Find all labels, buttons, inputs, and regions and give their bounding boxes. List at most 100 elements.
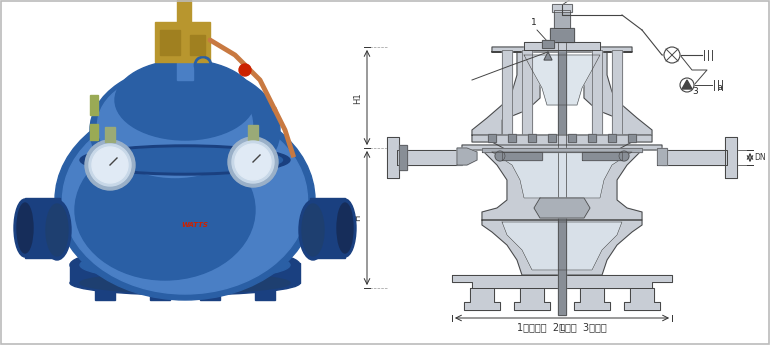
Polygon shape xyxy=(524,55,600,105)
Circle shape xyxy=(619,151,629,161)
Polygon shape xyxy=(399,145,407,170)
Circle shape xyxy=(495,151,505,161)
Polygon shape xyxy=(582,152,622,160)
Bar xyxy=(552,4,572,12)
Bar xyxy=(554,10,570,28)
Bar xyxy=(552,4,572,12)
Polygon shape xyxy=(657,148,667,165)
Polygon shape xyxy=(457,148,477,165)
Bar xyxy=(508,134,516,142)
Bar xyxy=(592,50,602,135)
Bar xyxy=(25,198,60,258)
Polygon shape xyxy=(682,80,692,89)
Circle shape xyxy=(232,141,274,183)
Bar xyxy=(177,0,191,22)
Bar xyxy=(90,124,98,140)
Ellipse shape xyxy=(88,148,283,172)
Bar xyxy=(488,134,496,142)
Bar xyxy=(310,198,345,258)
Bar xyxy=(488,134,496,142)
Ellipse shape xyxy=(46,204,68,256)
Ellipse shape xyxy=(299,200,327,260)
Ellipse shape xyxy=(337,203,353,253)
Bar xyxy=(190,35,205,55)
Bar xyxy=(592,50,602,135)
Text: DN: DN xyxy=(754,154,765,162)
Circle shape xyxy=(92,147,128,183)
Bar xyxy=(255,280,275,300)
Bar xyxy=(528,134,536,142)
Bar xyxy=(502,50,512,135)
Bar xyxy=(522,50,532,135)
Bar xyxy=(628,134,636,142)
Bar xyxy=(548,134,556,142)
Ellipse shape xyxy=(80,250,290,280)
Bar xyxy=(548,134,556,142)
Bar xyxy=(105,127,115,142)
Bar xyxy=(375,3,767,342)
Circle shape xyxy=(680,78,694,92)
Ellipse shape xyxy=(17,203,33,253)
Bar xyxy=(542,40,554,48)
Bar xyxy=(612,50,622,135)
Text: H1: H1 xyxy=(353,92,362,104)
Bar xyxy=(177,60,193,80)
Polygon shape xyxy=(725,137,737,178)
Bar xyxy=(568,134,576,142)
Bar xyxy=(248,125,258,140)
Text: 1: 1 xyxy=(531,18,537,27)
Circle shape xyxy=(235,144,271,180)
Bar xyxy=(588,134,596,142)
Ellipse shape xyxy=(80,145,290,175)
Bar xyxy=(150,280,170,300)
Polygon shape xyxy=(574,288,610,310)
Polygon shape xyxy=(502,152,542,160)
Text: a: a xyxy=(717,82,721,91)
Bar xyxy=(628,134,636,142)
Text: WATTS: WATTS xyxy=(182,222,209,228)
Circle shape xyxy=(239,64,251,76)
Text: 3: 3 xyxy=(692,88,698,97)
Bar xyxy=(528,134,536,142)
Bar xyxy=(558,5,566,315)
Bar xyxy=(550,28,574,42)
Polygon shape xyxy=(544,52,552,60)
Bar xyxy=(90,95,98,115)
Polygon shape xyxy=(462,145,662,220)
Circle shape xyxy=(664,47,680,63)
Bar xyxy=(554,10,570,28)
Bar xyxy=(95,280,115,300)
Bar xyxy=(155,22,210,62)
Polygon shape xyxy=(464,288,500,310)
Ellipse shape xyxy=(55,100,315,300)
Ellipse shape xyxy=(62,106,307,294)
Bar xyxy=(588,134,596,142)
Ellipse shape xyxy=(334,199,356,257)
Text: 1、针阀阀  2、导阀  3、球阀: 1、针阀阀 2、导阀 3、球阀 xyxy=(517,322,607,332)
Bar xyxy=(508,134,516,142)
Bar xyxy=(542,40,554,48)
Circle shape xyxy=(89,144,131,186)
Ellipse shape xyxy=(70,271,300,295)
Bar xyxy=(3,3,373,342)
Ellipse shape xyxy=(14,199,36,257)
Text: H: H xyxy=(353,215,362,221)
Circle shape xyxy=(85,140,135,190)
Bar xyxy=(608,134,616,142)
Polygon shape xyxy=(482,148,642,152)
Bar xyxy=(550,28,574,42)
Ellipse shape xyxy=(70,246,300,284)
Ellipse shape xyxy=(90,65,280,195)
Polygon shape xyxy=(492,152,632,198)
Bar xyxy=(608,134,616,142)
Bar xyxy=(522,50,532,135)
Ellipse shape xyxy=(302,204,324,256)
Ellipse shape xyxy=(75,140,255,280)
Ellipse shape xyxy=(43,200,71,260)
Bar xyxy=(502,50,512,135)
Ellipse shape xyxy=(98,72,253,177)
Bar xyxy=(568,134,576,142)
Bar xyxy=(200,280,220,300)
Polygon shape xyxy=(514,288,550,310)
Polygon shape xyxy=(482,220,642,275)
